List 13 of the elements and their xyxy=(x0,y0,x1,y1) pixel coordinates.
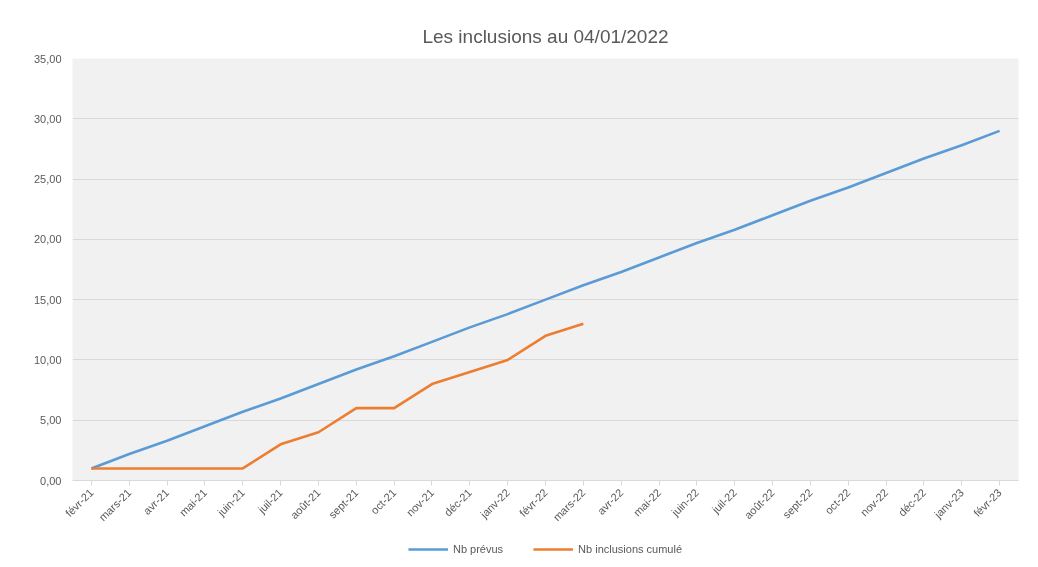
y-tick-label: 20,00 xyxy=(33,233,62,246)
y-tick-label: 15,00 xyxy=(33,293,62,306)
chart-title: Les inclusions au 04/01/2022 xyxy=(422,25,669,47)
legend-label: Nb prévus xyxy=(452,542,504,555)
y-tick-label: 0,00 xyxy=(40,474,62,487)
y-tick-label: 25,00 xyxy=(33,173,62,186)
line-series xyxy=(90,322,585,470)
y-tick-label: 10,00 xyxy=(33,353,62,366)
y-tick-label: 35,00 xyxy=(33,52,62,65)
y-tick-label: 30,00 xyxy=(33,112,62,125)
y-tick-label: 5,00 xyxy=(40,414,62,427)
legend-label: Nb inclusions cumulé xyxy=(578,542,683,555)
line-series xyxy=(90,129,1001,470)
